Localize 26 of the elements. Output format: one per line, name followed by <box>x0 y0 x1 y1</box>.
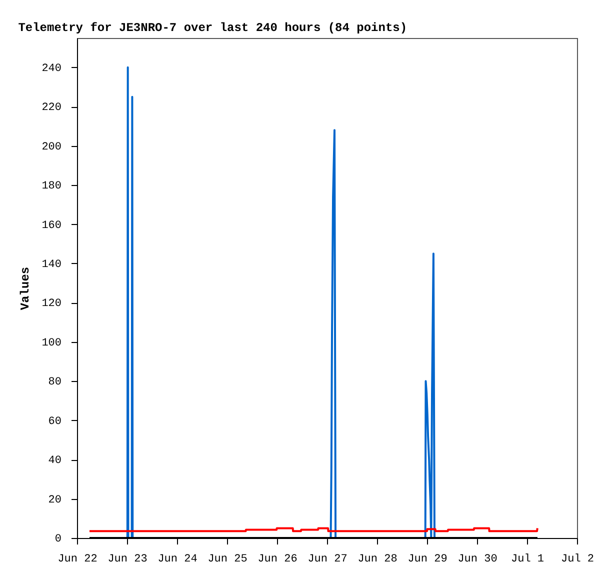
x-tick-label: Jun 25 <box>208 554 248 566</box>
y-tick-label: 200 <box>42 141 62 154</box>
y-tick-label: 240 <box>42 62 62 75</box>
y-axis-title: Values <box>18 266 33 310</box>
x-tick-label: Jul 1 <box>510 554 544 566</box>
y-tick-label: 140 <box>42 258 62 271</box>
y-tick-label: 40 <box>48 455 62 468</box>
x-tick-label: Jun 29 <box>408 554 448 566</box>
y-tick-label: 220 <box>42 102 62 114</box>
x-tick-label: Jun 30 <box>458 554 498 566</box>
y-tick-label: 0 <box>54 534 62 546</box>
y-tick-label: 20 <box>48 494 62 506</box>
y-tick-label: 80 <box>48 376 62 389</box>
y-tick-label: 100 <box>42 337 62 350</box>
y-tick-label: 120 <box>42 298 62 310</box>
x-tick-label: Jul 2 <box>560 554 594 566</box>
y-tick-label: 160 <box>42 220 62 232</box>
x-tick-label: Jun 23 <box>108 554 148 566</box>
x-tick-label: Jun 27 <box>308 554 348 566</box>
x-tick-label: Jun 24 <box>158 554 198 566</box>
x-tick-label: Jun 28 <box>358 554 398 566</box>
x-tick-label: Jun 22 <box>58 554 98 566</box>
x-tick-label: Jun 26 <box>258 554 298 566</box>
chart-title: Telemetry for JE3NRO-7 over last 240 hours (84 points) <box>18 21 408 35</box>
y-tick-label: 180 <box>42 180 62 193</box>
y-tick-label: 60 <box>48 416 62 428</box>
